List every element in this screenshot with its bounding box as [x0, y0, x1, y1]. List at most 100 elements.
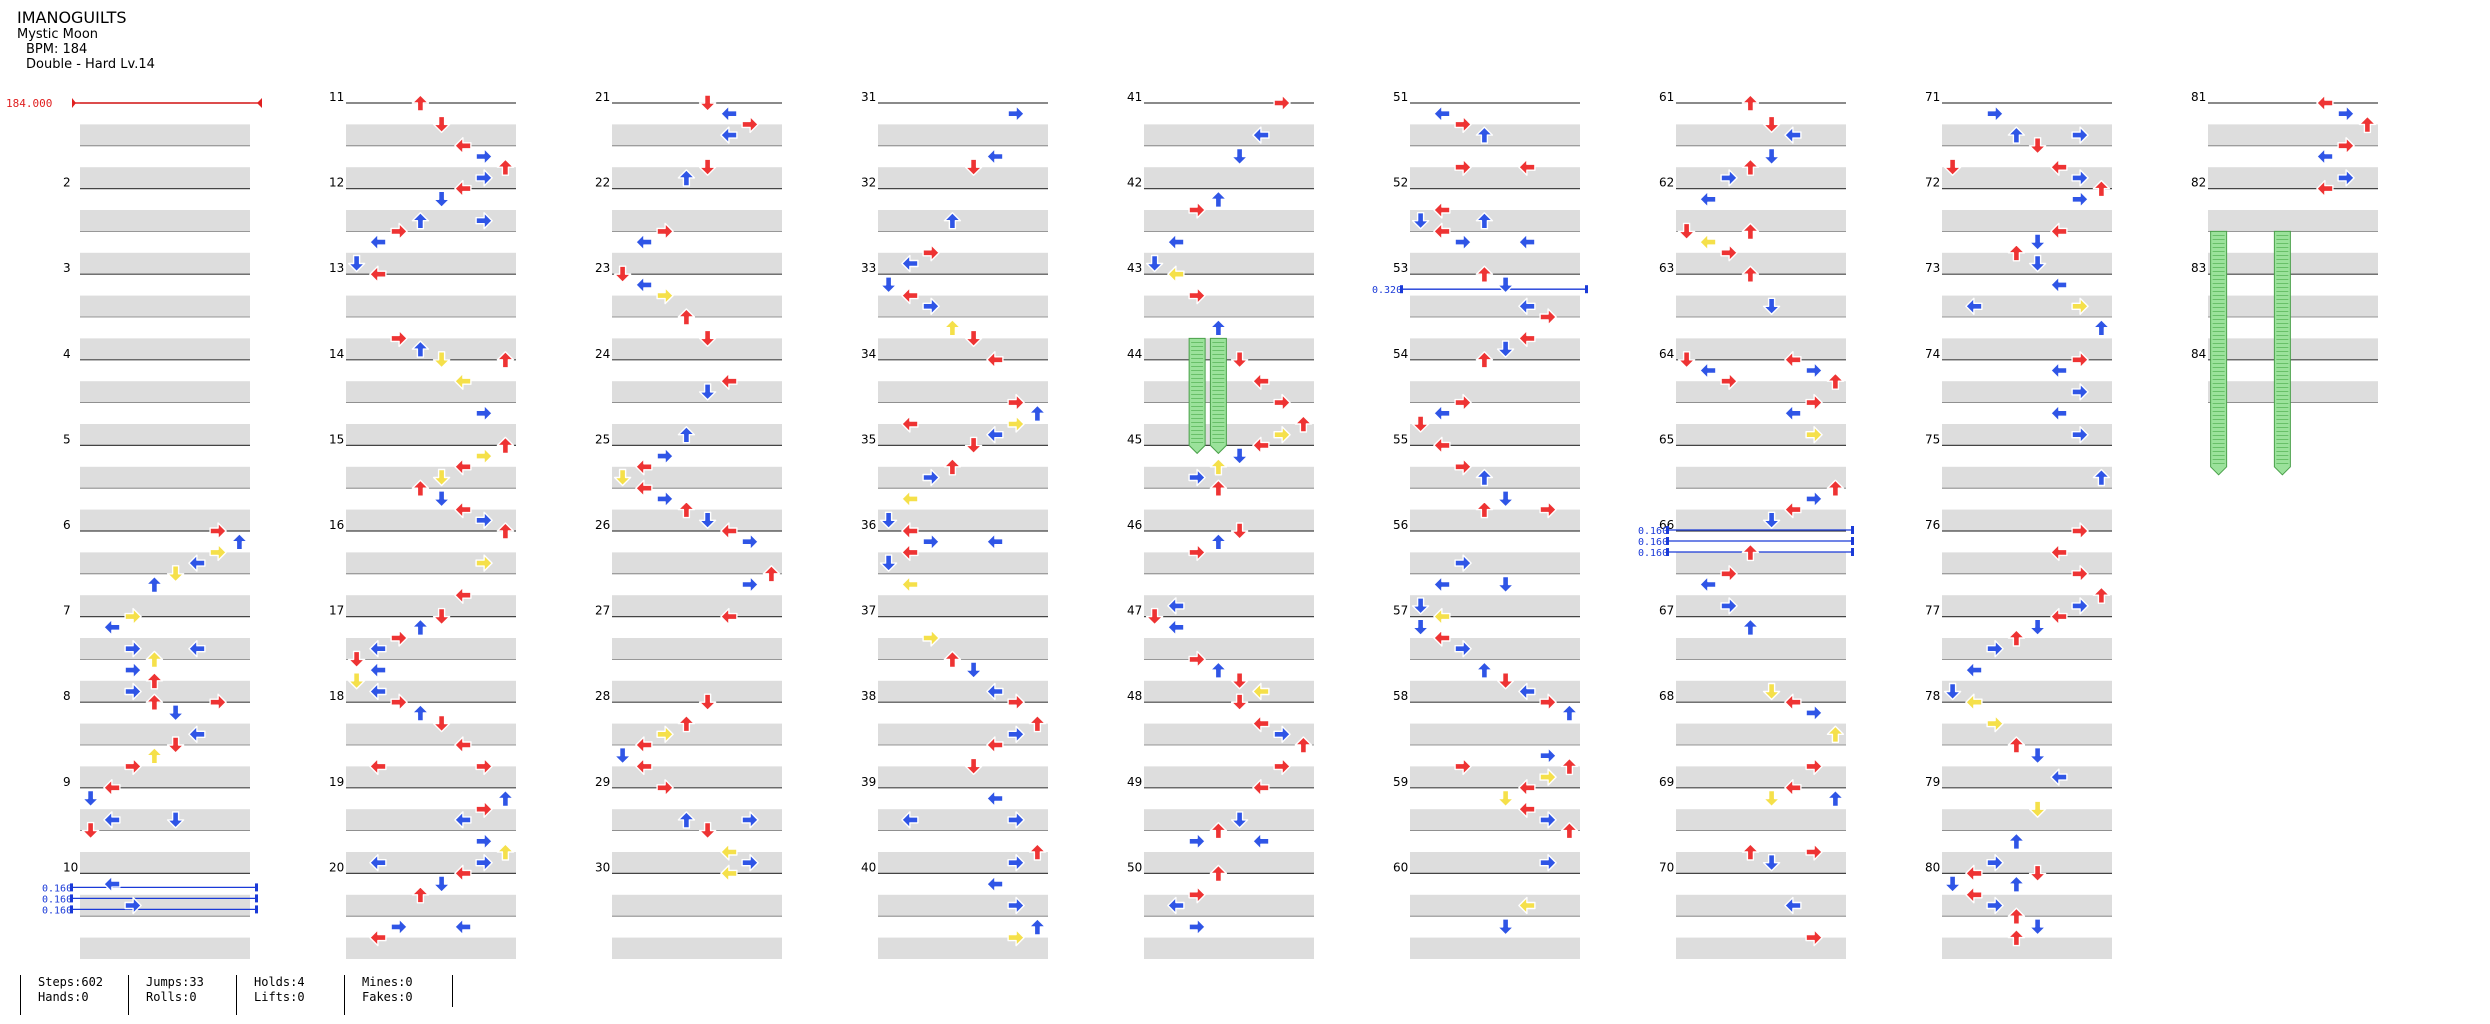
measure-column-3: 21 22 23 24 25 26 27 28 29 30: [595, 90, 782, 959]
arrow-note: [2092, 179, 2111, 198]
beat-band: [1942, 466, 2112, 489]
measure-number: 34: [861, 347, 876, 361]
arrow-note: [1518, 297, 1536, 315]
arrow-note: [964, 329, 983, 348]
stop-tick-left: [70, 883, 73, 892]
arrow-note-shape: [1762, 147, 1781, 166]
beat-band: [80, 338, 250, 360]
arrow-note-yellow-shape: [145, 650, 164, 669]
arrow-note-yellow: [922, 629, 940, 647]
beat-band: [878, 466, 1048, 489]
arrow-note-shape: [496, 789, 515, 808]
beat-band: [346, 595, 516, 617]
arrow-note-shape: [2071, 597, 2089, 615]
arrow-note: [2007, 832, 2026, 850]
arrow-note-yellow: [1433, 607, 1451, 626]
arrow-note-shape: [124, 896, 142, 915]
stat-fakes: Fakes:0: [362, 990, 413, 1004]
arrow-note-shape: [2050, 361, 2068, 380]
arrow-note: [1411, 211, 1430, 230]
arrow-note-yellow-shape: [2028, 800, 2047, 818]
measure-number: 67: [1659, 604, 1674, 618]
arrow-note-jump: [1826, 789, 1845, 808]
arrow-note-jump: [454, 918, 472, 936]
arrow-note: [2007, 907, 2026, 925]
stop-tick-right: [255, 905, 258, 914]
arrow-note: [390, 629, 408, 647]
beat-band: [1942, 552, 2112, 574]
arrow-note: [1209, 319, 1228, 337]
beat-band: [1144, 424, 1314, 446]
arrow-note-shape: [2028, 618, 2047, 636]
measure-number: 30: [595, 860, 610, 874]
arrow-note: [720, 607, 738, 626]
arrow-note: [1230, 351, 1249, 369]
arrow-note-jump-shape: [1805, 843, 1823, 861]
arrow-note-jump: [1677, 351, 1696, 369]
arrow-note-jump: [1741, 222, 1760, 241]
arrow-note: [2028, 233, 2047, 251]
arrow-note: [698, 329, 717, 348]
arrow-note-yellow: [1762, 682, 1781, 701]
arrow-note-shape: [1145, 607, 1164, 626]
beat-band: [612, 210, 782, 232]
arrow-note-shape: [986, 682, 1004, 701]
arrow-note-shape: [2071, 351, 2089, 369]
arrow-note: [1188, 650, 1206, 669]
arrow-note: [475, 832, 493, 850]
arrow-note-yellow-shape: [1518, 896, 1536, 915]
arrow-note: [166, 736, 185, 754]
arrow-note-shape: [656, 779, 674, 797]
measure-number: 7: [63, 604, 71, 618]
arrow-note-shape: [1454, 158, 1472, 176]
arrow-note-yellow-shape: [901, 575, 919, 594]
arrow-note-shape: [2050, 158, 2068, 176]
arrow-note-shape: [1454, 640, 1472, 658]
arrow-note: [1188, 286, 1206, 305]
beat-band: [80, 766, 250, 788]
arrow-note-shape: [1252, 436, 1270, 455]
arrow-note-shape: [2007, 832, 2026, 850]
arrow-note: [1230, 672, 1249, 690]
arrow-note-shape: [496, 158, 515, 176]
arrow-note-yellow: [166, 565, 185, 583]
arrow-note-shape: [1433, 222, 1451, 241]
arrow-note: [2316, 147, 2334, 166]
arrow-note-jump-shape: [1496, 575, 1515, 594]
arrow-note-shape: [698, 511, 717, 529]
arrow-note-shape: [496, 522, 515, 540]
beat-band: [346, 124, 516, 146]
arrow-note: [103, 618, 121, 636]
arrow-note-shape: [1762, 854, 1781, 872]
arrow-note: [943, 211, 962, 230]
measure-number: 15: [329, 432, 344, 446]
arrow-note: [145, 575, 164, 594]
arrow-note-shape: [1496, 276, 1515, 294]
arrow-note-yellow: [1007, 415, 1025, 433]
beat-band: [80, 252, 250, 275]
beat-band: [1676, 638, 1846, 660]
arrow-note-shape: [1805, 704, 1823, 722]
arrow-note-yellow-shape: [124, 607, 142, 626]
arrow-note-yellow-shape: [1496, 789, 1515, 808]
arrow-note-shape: [1784, 351, 1802, 369]
arrow-note-jump: [1943, 158, 1962, 176]
arrow-note-jump: [1475, 211, 1494, 230]
arrow-note: [496, 789, 515, 808]
arrow-note: [1741, 843, 1760, 861]
arrow-note-shape: [2050, 276, 2068, 294]
beat-band: [1144, 595, 1314, 617]
stop-label: 0.160: [1638, 526, 1668, 537]
beat-band: [1942, 424, 2112, 446]
arrow-note: [1699, 190, 1717, 209]
arrow-note: [1145, 254, 1164, 273]
arrow-note: [1826, 372, 1845, 390]
arrow-note: [2092, 319, 2111, 337]
arrow-note-shape: [1475, 265, 1494, 283]
arrow-note: [1007, 811, 1025, 829]
arrow-note-yellow: [145, 650, 164, 669]
stop-tick-right: [1851, 548, 1854, 556]
arrow-note-shape: [762, 565, 781, 583]
arrow-note: [1294, 736, 1313, 754]
measure-number: 22: [595, 176, 610, 190]
